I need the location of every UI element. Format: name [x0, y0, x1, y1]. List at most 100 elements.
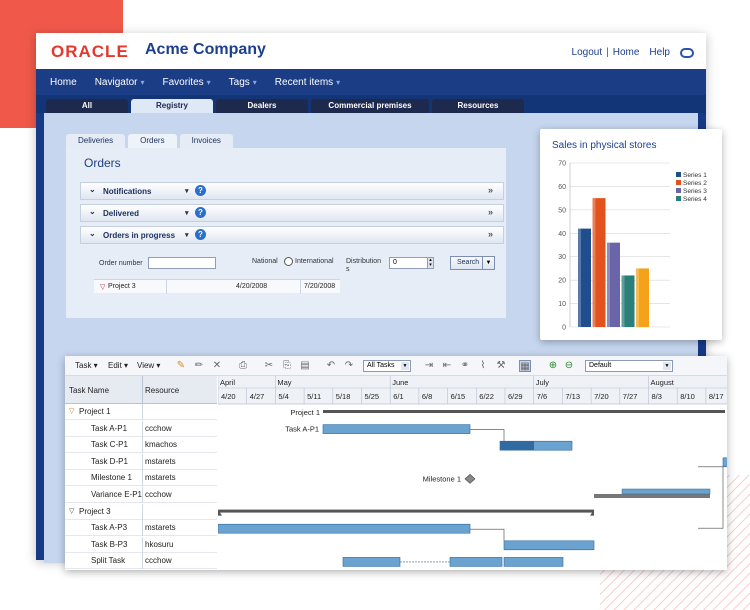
column-divider [142, 420, 143, 437]
tab-resources[interactable]: Resources [432, 99, 524, 113]
search-button[interactable]: Search [450, 256, 487, 270]
international-label: International [295, 258, 334, 265]
expand-double-arrow-icon[interactable]: » [487, 185, 493, 195]
section-orders-in-progress[interactable]: ⌄ Orders in progress ▾ ? » [80, 226, 504, 244]
grid-view-icon[interactable]: ▦ [519, 360, 531, 372]
cut-icon[interactable]: ✂ [264, 360, 274, 371]
nav-navigator[interactable]: Navigator ▾ [95, 77, 145, 88]
subtab-deliveries[interactable]: Deliveries [66, 134, 126, 148]
table-row[interactable]: Task A-P1 ccchow [65, 420, 217, 437]
redo-icon[interactable]: ↷ [344, 360, 354, 371]
variance-baseline [594, 494, 710, 498]
subtab-orders[interactable]: Orders [128, 134, 177, 148]
dependency-line [698, 466, 724, 529]
task-resource: mstarets [145, 456, 176, 466]
subtab-invoices[interactable]: Invoices [179, 134, 233, 148]
copy-icon[interactable]: ⎘ [283, 360, 291, 371]
order-number-input[interactable] [148, 257, 216, 269]
column-divider [142, 520, 143, 537]
table-row[interactable]: Task C-P1 kmachos [65, 437, 217, 454]
timeline-header [218, 376, 727, 404]
table-row[interactable]: Variance E-P1 ccchow [65, 487, 217, 503]
task-name: Task B-P3 [91, 539, 128, 549]
y-tick-label: 50 [558, 207, 566, 214]
table-row[interactable]: Milestone 1 mstarets [65, 470, 217, 487]
help-icon[interactable]: ? [195, 185, 206, 196]
table-row[interactable]: Split Task ccchow [65, 553, 217, 570]
nav-tags-label: Tags [228, 76, 250, 88]
help-link[interactable]: Help [649, 47, 670, 58]
undo-icon[interactable]: ↶ [326, 360, 336, 371]
international-radio[interactable] [284, 257, 293, 266]
nav-home[interactable]: Home [50, 77, 77, 88]
week-label: 8/17 [709, 392, 724, 401]
section-notifications[interactable]: ⌄ Notifications ▾ ? » [80, 182, 504, 200]
zoom-in-icon[interactable]: ⊕ [548, 360, 558, 371]
expand-toggle-icon[interactable]: ▽ [69, 408, 75, 415]
dropdown-arrow-icon[interactable]: ▾ [185, 188, 189, 195]
column-divider [142, 487, 143, 503]
nav-recent-items[interactable]: Recent items ▾ [275, 77, 340, 88]
paste-icon[interactable]: ▤ [300, 360, 310, 371]
expand-double-arrow-icon[interactable]: » [487, 229, 493, 239]
task-menu[interactable]: Task ▾ [75, 361, 98, 370]
task-filter-select[interactable]: All Tasks ▼ [363, 360, 411, 372]
home-link[interactable]: Home [612, 47, 640, 58]
nav-tags[interactable]: Tags ▾ [229, 77, 257, 88]
column-divider [142, 437, 143, 454]
print-icon[interactable]: ⎙ [239, 360, 247, 371]
link-icon[interactable]: ⚭ [460, 360, 470, 371]
dropdown-arrow-icon[interactable]: ▾ [185, 232, 189, 239]
section-delivered[interactable]: ⌄ Delivered ▾ ? » [80, 204, 504, 222]
nav-favorites[interactable]: Favorites ▾ [163, 77, 211, 88]
table-row[interactable]: ▽ Project 1 [65, 404, 217, 420]
expand-toggle-icon[interactable]: ▽ [69, 507, 75, 515]
task-resource: ccchow [145, 423, 172, 433]
project-expand-icon[interactable]: ▽ [100, 284, 106, 291]
view-menu[interactable]: View ▾ [137, 361, 161, 370]
week-label: 6/29 [508, 392, 523, 401]
week-label: 8/10 [680, 392, 695, 401]
edit-menu[interactable]: Edit ▾ [108, 361, 129, 370]
header-links: Logout | Home Help [572, 47, 694, 58]
stepper-arrows-icon[interactable]: ▴ ▾ [427, 257, 434, 269]
expand-double-arrow-icon[interactable]: » [487, 207, 493, 217]
zoom-out-icon[interactable]: ⊖ [564, 360, 574, 371]
task-filter-value: All Tasks [367, 362, 395, 369]
week-label: 7/13 [565, 392, 580, 401]
task-name-header: Task Name [69, 386, 110, 395]
indent-icon[interactable]: ⇥ [424, 360, 434, 371]
new-task-icon[interactable]: ✎ [176, 360, 186, 371]
tab-dealers[interactable]: Dealers [216, 99, 308, 113]
milestone-diamond [464, 473, 476, 484]
pencil-icon[interactable]: ✏ [194, 360, 204, 371]
delete-icon[interactable]: ✕ [212, 360, 222, 371]
logout-link[interactable]: Logout [571, 47, 603, 58]
column-divider [142, 470, 143, 487]
dropdown-arrow-icon[interactable]: ▾ [185, 210, 189, 217]
table-row[interactable]: Task A-P3 mstarets [65, 520, 217, 537]
table-row[interactable]: ▽ Project 3 [65, 503, 217, 520]
tab-commercial-premises[interactable]: Commercial premises [311, 99, 429, 113]
collapse-toggle-icon[interactable]: ⌄ [89, 185, 96, 194]
outdent-icon[interactable]: ⇤ [442, 360, 452, 371]
task-name: Task A-P3 [91, 523, 128, 533]
tab-registry[interactable]: Registry [131, 99, 213, 113]
tab-all[interactable]: All [46, 99, 128, 113]
section-orders-in-progress-label: Orders in progress [103, 231, 176, 240]
attach-icon[interactable]: ⌇ [480, 360, 486, 371]
help-icon[interactable]: ? [195, 207, 206, 218]
table-row[interactable]: Task B-P3 hkosuru [65, 536, 217, 553]
task-resource: mstarets [145, 523, 176, 533]
help-icon[interactable]: ? [195, 229, 206, 240]
collapse-toggle-icon[interactable]: ⌄ [89, 229, 96, 238]
collapse-toggle-icon[interactable]: ⌄ [89, 207, 96, 216]
search-dropdown-icon[interactable]: ▼ [482, 256, 495, 270]
nav-navigator-label: Navigator [94, 76, 138, 88]
y-tick-label: 70 [558, 161, 566, 168]
legend-swatch [676, 180, 681, 185]
split-icon[interactable]: ⚒ [496, 360, 506, 371]
view-select[interactable]: Default ▼ [585, 360, 673, 372]
table-row[interactable]: Task D-P1 mstarets [65, 453, 217, 470]
table-row[interactable]: ▽ Project 3 4/20/2008 7/20/2008 [94, 279, 340, 294]
